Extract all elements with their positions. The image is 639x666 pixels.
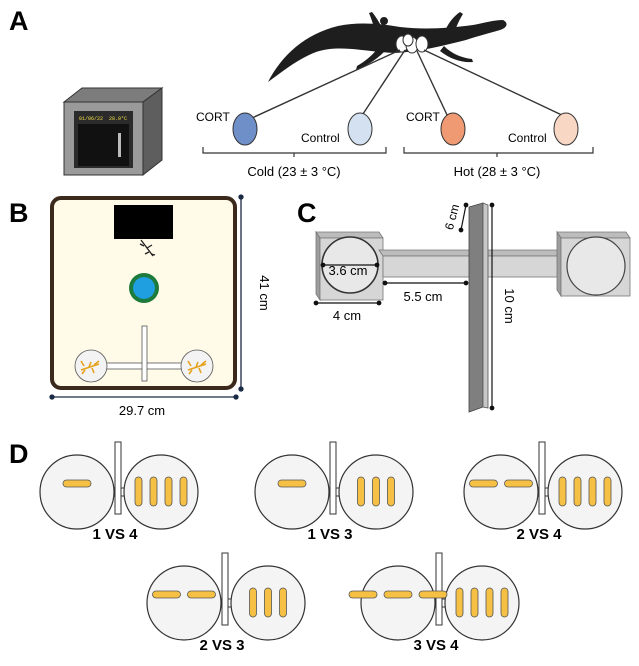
prey-item	[62, 479, 92, 488]
prey-item	[134, 476, 143, 507]
choice-diagram: 3 VS 4	[348, 552, 520, 654]
lizard-icon	[268, 4, 507, 82]
prey-item	[588, 476, 597, 507]
incubator-icon: 01/06/22 28.0°C	[62, 87, 164, 177]
partition	[538, 441, 546, 515]
right-chamber	[123, 454, 199, 530]
prey-item	[279, 587, 287, 618]
incubator-date: 01/06/22	[79, 116, 103, 122]
comparison-label: 3 VS 4	[413, 637, 459, 654]
prey-item	[372, 476, 380, 507]
partition-height-label: 6 cm	[442, 203, 462, 232]
chamber-diameter-label: 3.6 cm	[328, 263, 367, 278]
left-chamber	[360, 565, 436, 641]
prey-item	[383, 590, 413, 599]
prey-item	[357, 476, 365, 507]
cold-group-label: Cold (23 ± 3 °C)	[247, 164, 340, 179]
choice-diagram: 2 VS 4	[463, 441, 623, 543]
corridor-dimension	[382, 280, 469, 286]
prey-item	[500, 587, 509, 618]
chamber-width-label: 4 cm	[333, 308, 361, 323]
arena-width-label: 29.7 cm	[119, 403, 165, 418]
arena-height-dimension	[238, 194, 244, 392]
choice-apparatus-3d	[315, 202, 631, 413]
left-chamber	[463, 454, 539, 530]
hot-cort-label: CORT	[406, 110, 440, 124]
choice-diagram: 2 VS 3	[146, 552, 306, 654]
arena-width-dimension	[49, 394, 239, 400]
prey-item	[152, 590, 181, 599]
allocation-lines	[251, 49, 567, 119]
comparison-label: 2 VS 4	[516, 526, 562, 543]
partition-length-dimension	[489, 202, 495, 411]
chamber-width-dimension	[313, 300, 382, 306]
cold-cort-egg	[232, 112, 258, 146]
prey-item	[603, 476, 612, 507]
cricket-icon	[80, 360, 207, 375]
panel-d-diagrams: 1 VS 4 1 VS 3 2 VS 4 2 VS 3 3 VS 4	[39, 441, 623, 654]
panel-c-letter: C	[297, 198, 317, 228]
prey-item	[164, 476, 173, 507]
prey-item	[485, 587, 494, 618]
partition	[114, 441, 122, 515]
lizard-small-icon	[139, 239, 156, 257]
prey-item	[179, 476, 188, 507]
prey-item	[469, 479, 498, 488]
prey-item	[418, 590, 448, 599]
right-chamber	[444, 565, 520, 641]
water-dish	[133, 277, 155, 299]
prey-item	[470, 587, 479, 618]
chamber-diameter-dimension	[320, 262, 380, 268]
left-chamber	[254, 454, 330, 530]
prey-item	[187, 590, 216, 599]
hot-bracket	[403, 147, 594, 157]
comparison-label: 1 VS 3	[307, 526, 352, 543]
prey-item	[558, 476, 567, 507]
prey-item	[455, 587, 464, 618]
incubator-temp: 28.0°C	[109, 116, 127, 122]
partition-length-label: 10 cm	[502, 288, 517, 323]
left-chamber	[39, 454, 115, 530]
comparison-label: 1 VS 4	[92, 526, 138, 543]
prey-item	[387, 476, 395, 507]
prey-item	[264, 587, 272, 618]
arena-height-label: 41 cm	[257, 275, 272, 310]
choice-diagram: 1 VS 3	[254, 441, 414, 543]
hot-control-egg	[553, 112, 579, 146]
panel-a-letter: A	[9, 6, 29, 36]
right-chamber	[547, 454, 623, 530]
cold-control-egg	[347, 112, 373, 146]
choice-diagram: 1 VS 4	[39, 441, 199, 543]
prey-item	[348, 590, 378, 599]
cold-bracket	[202, 147, 387, 157]
panel-d-letter: D	[9, 439, 29, 469]
partition	[329, 441, 337, 515]
cold-cort-label: CORT	[196, 110, 230, 124]
hot-control-label: Control	[508, 131, 547, 145]
hot-cort-egg	[440, 112, 466, 146]
hot-group-label: Hot (28 ± 3 °C)	[454, 164, 541, 179]
corridor-label: 5.5 cm	[403, 289, 442, 304]
prey-item	[149, 476, 158, 507]
comparison-label: 2 VS 3	[199, 637, 244, 654]
shelter	[114, 205, 173, 239]
left-chamber	[146, 565, 222, 641]
partition	[221, 552, 229, 626]
prey-item	[504, 479, 533, 488]
partition	[435, 552, 443, 626]
panel-b-letter: B	[9, 198, 29, 228]
cold-control-label: Control	[301, 131, 340, 145]
prey-item	[249, 587, 257, 618]
prey-item	[573, 476, 582, 507]
egg-cluster	[395, 33, 429, 54]
prey-item	[277, 479, 307, 488]
partition-height-dimension	[458, 202, 469, 233]
